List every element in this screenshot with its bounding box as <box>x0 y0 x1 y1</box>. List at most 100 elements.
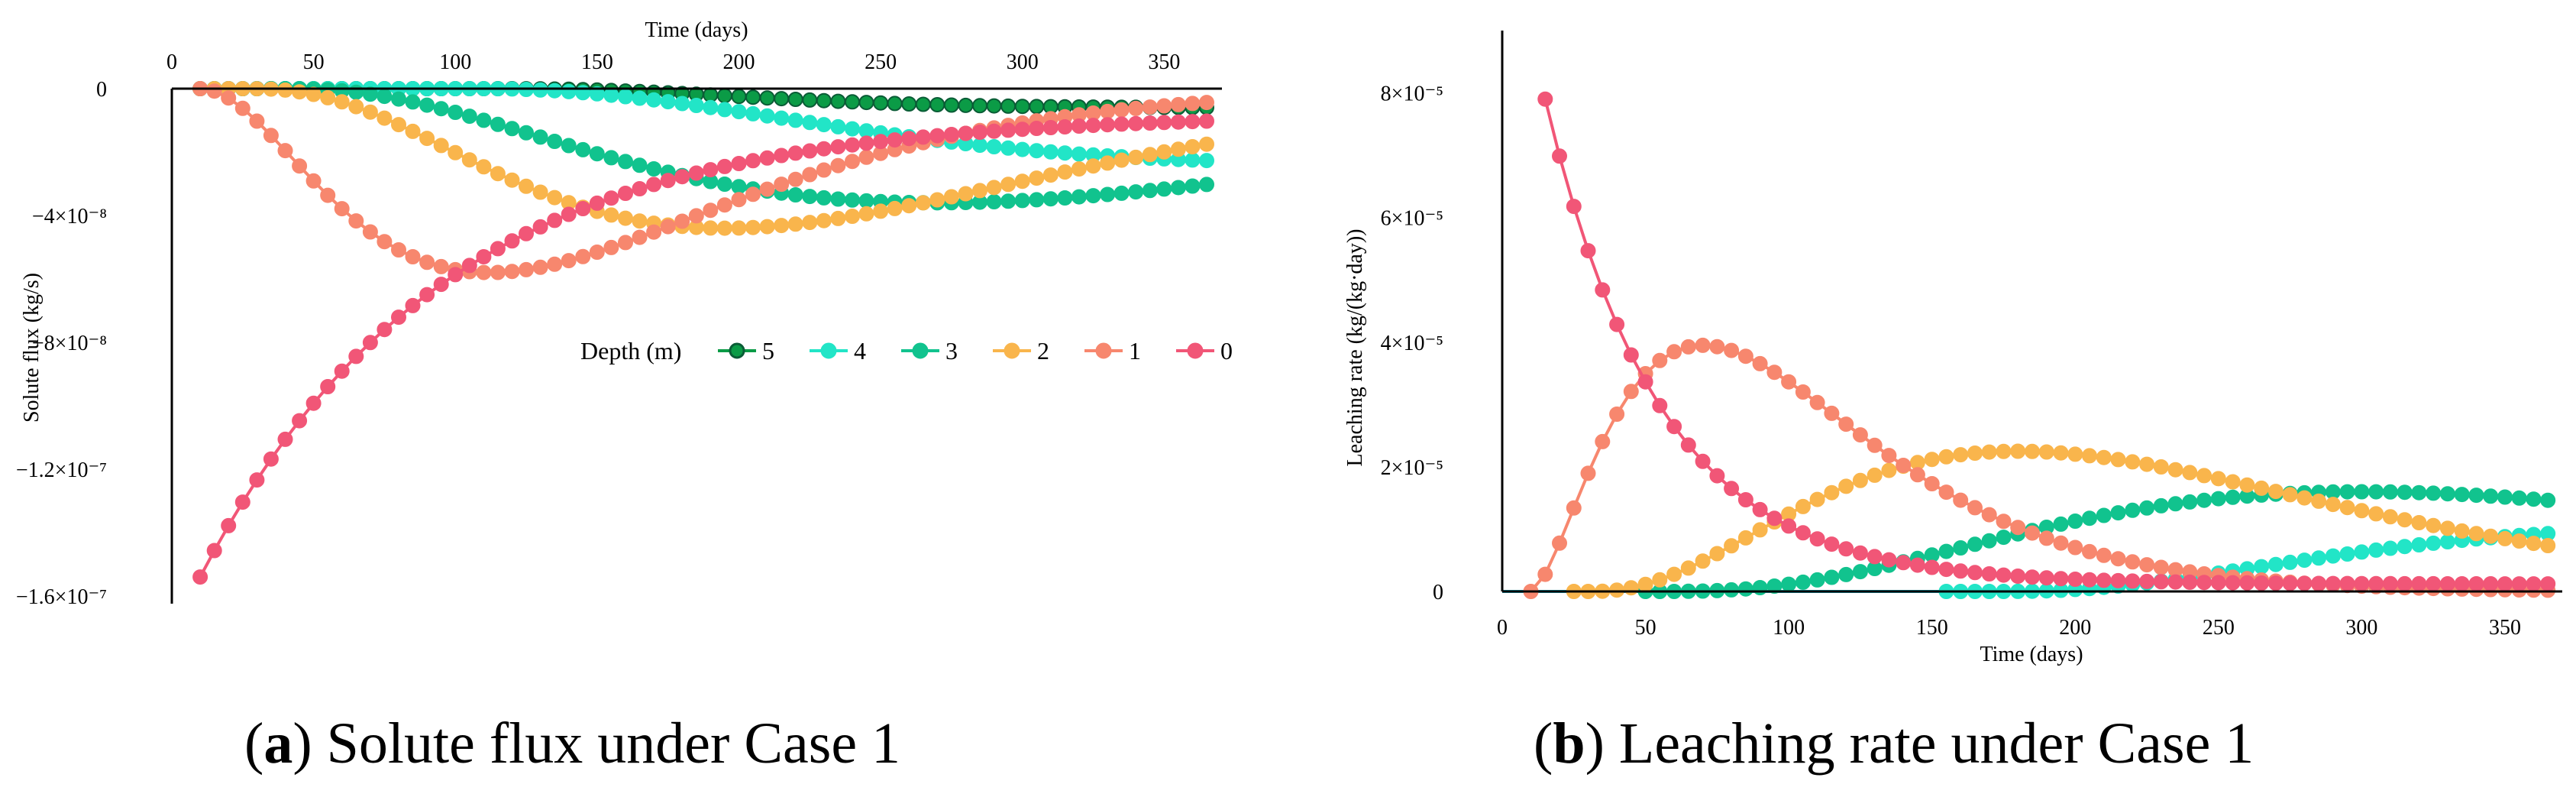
a-data-point <box>277 431 293 447</box>
a-data-point <box>1014 193 1030 209</box>
b-data-point <box>2439 520 2455 536</box>
a-data-point <box>490 264 506 280</box>
a-legend-marker-3 <box>912 342 929 359</box>
b-data-point <box>2254 559 2270 575</box>
a-data-point <box>986 139 1002 154</box>
b-x-tick-label: 0 <box>1497 616 1508 640</box>
a-data-point <box>292 84 308 100</box>
a-data-point <box>320 187 336 203</box>
b-data-point <box>2483 528 2499 544</box>
b-data-point <box>2210 575 2226 591</box>
a-legend-marker-5 <box>729 342 745 359</box>
a-data-point <box>632 181 648 196</box>
a-data-point <box>377 234 393 250</box>
a-data-point <box>532 184 548 200</box>
b-data-point <box>1752 501 1768 517</box>
a-data-point <box>929 128 945 144</box>
a-y-tick-label: −1.2×10⁻⁷ <box>16 458 107 482</box>
a-data-point <box>716 88 732 104</box>
a-data-point <box>461 152 477 168</box>
b-data-point <box>2454 523 2470 539</box>
b-data-point <box>2339 575 2355 591</box>
a-data-point <box>660 219 676 235</box>
a-data-point <box>618 235 633 251</box>
a-data-point <box>575 141 591 157</box>
a-data-point <box>1100 155 1116 171</box>
b-data-point <box>2468 526 2484 542</box>
a-series-0 <box>192 113 1214 585</box>
a-data-point <box>1000 177 1017 193</box>
b-data-point <box>1852 427 1868 443</box>
a-data-point <box>603 87 619 103</box>
a-data-point <box>249 472 265 488</box>
a-data-point <box>589 245 605 260</box>
a-data-point <box>1185 139 1201 154</box>
b-data-point <box>2038 530 2054 546</box>
a-data-point <box>787 187 803 202</box>
a-data-point <box>802 189 818 205</box>
a-data-point <box>1156 144 1172 160</box>
a-data-point <box>547 256 563 272</box>
b-x-tick-label: 350 <box>2489 616 2521 640</box>
a-data-point <box>419 254 435 271</box>
b-data-point <box>2397 484 2413 501</box>
b-data-point <box>1795 384 1811 400</box>
b-data-point <box>1953 563 1969 579</box>
a-x-tick-label: 200 <box>722 50 755 74</box>
a-data-point <box>845 154 860 170</box>
b-data-point <box>2411 515 2427 530</box>
b-data-point <box>2067 572 2083 587</box>
b-data-point <box>1824 536 1840 552</box>
a-data-point <box>845 94 860 110</box>
a-data-point <box>461 258 477 274</box>
b-data-point <box>1537 566 1553 582</box>
a-data-point <box>292 158 308 174</box>
b-data-point <box>2110 505 2126 521</box>
a-data-point <box>490 166 506 182</box>
b-data-point <box>1981 533 1997 549</box>
a-data-point <box>802 92 818 108</box>
b-data-point <box>1924 559 1940 575</box>
a-data-point <box>348 99 364 115</box>
a-data-point <box>476 249 492 264</box>
b-data-point <box>2139 500 2155 516</box>
a-data-point <box>674 96 690 112</box>
a-data-point <box>603 190 619 206</box>
a-data-point <box>858 95 874 111</box>
a-data-point <box>816 190 832 206</box>
b-data-point <box>1909 557 1925 573</box>
a-data-point <box>873 203 889 219</box>
b-data-point <box>2426 485 2442 501</box>
b-data-point <box>2025 443 2040 459</box>
a-data-point <box>943 97 959 113</box>
a-data-point <box>1014 141 1030 157</box>
b-data-point <box>2225 489 2241 505</box>
a-data-point <box>858 206 874 222</box>
b-data-point <box>1652 352 1668 368</box>
a-data-point <box>972 183 987 199</box>
b-data-point <box>1795 574 1811 590</box>
b-series-2 <box>1566 443 2556 599</box>
b-data-point <box>1623 384 1639 400</box>
a-data-point <box>1071 189 1087 205</box>
b-data-point <box>1809 572 1825 588</box>
a-data-point <box>504 264 520 280</box>
a-series-1 <box>192 81 1214 280</box>
a-data-point <box>504 233 520 249</box>
a-x-tick-label: 350 <box>1148 50 1180 74</box>
b-data-point <box>2526 491 2542 507</box>
a-data-point <box>1170 96 1186 112</box>
a-data-point <box>532 82 548 98</box>
b-data-point <box>1695 453 1711 469</box>
b-data-point <box>1766 364 1783 381</box>
b-data-point <box>2182 465 2198 481</box>
a-data-point <box>986 194 1002 209</box>
a-data-point <box>348 348 364 364</box>
b-data-point <box>1967 445 1983 461</box>
a-data-point <box>745 153 761 169</box>
a-data-point <box>490 116 506 132</box>
a-data-point <box>405 297 421 313</box>
b-data-point <box>1953 447 1969 463</box>
a-data-point <box>618 186 633 201</box>
a-data-point <box>1042 191 1059 207</box>
